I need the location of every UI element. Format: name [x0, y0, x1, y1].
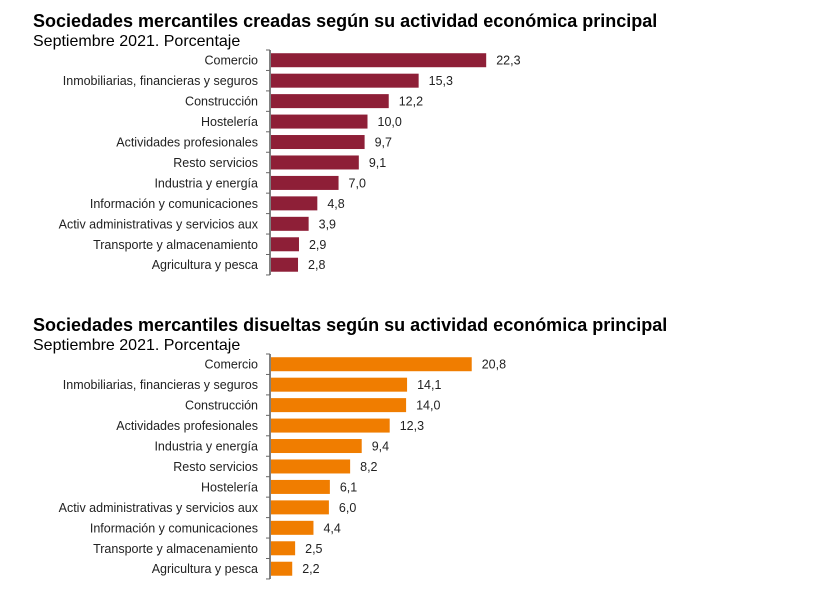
category-label: Hostelería	[201, 115, 258, 129]
value-label: 9,7	[375, 136, 392, 150]
bar	[271, 257, 299, 272]
value-label: 6,1	[340, 480, 357, 494]
value-label: 12,3	[400, 419, 424, 433]
value-label: 20,8	[482, 358, 506, 372]
value-label: 10,0	[378, 115, 402, 129]
category-label: Inmobiliarias, financieras y seguros	[63, 378, 258, 392]
bar	[271, 135, 365, 150]
bar	[271, 196, 318, 211]
value-label: 6,0	[339, 501, 356, 515]
bar	[271, 500, 329, 515]
category-label: Industria y energía	[154, 440, 258, 454]
value-label: 2,5	[305, 542, 322, 556]
bar	[271, 357, 472, 372]
value-label: 22,3	[496, 54, 520, 68]
category-label: Activ administrativas y servicios aux	[59, 217, 259, 231]
chart-2: Sociedades mercantiles disueltas según s…	[33, 315, 667, 580]
category-label: Construcción	[185, 399, 258, 413]
chart-1: Sociedades mercantiles creadas según su …	[33, 11, 657, 276]
value-label: 7,0	[349, 176, 366, 190]
value-label: 8,2	[360, 460, 377, 474]
bar	[271, 398, 407, 413]
bar	[271, 216, 309, 231]
category-label: Resto servicios	[173, 156, 258, 170]
chart-title: Sociedades mercantiles disueltas según s…	[33, 315, 667, 335]
value-label: 2,9	[309, 238, 326, 252]
bar	[271, 439, 362, 454]
bar	[271, 175, 339, 190]
category-label: Activ administrativas y servicios aux	[59, 501, 259, 515]
bar	[271, 237, 299, 252]
category-label: Información y comunicaciones	[90, 521, 258, 535]
category-label: Agricultura y pesca	[152, 258, 258, 272]
category-label: Inmobiliarias, financieras y seguros	[63, 74, 258, 88]
bar	[271, 418, 390, 433]
bar	[271, 479, 330, 494]
category-label: Comercio	[205, 54, 259, 68]
value-label: 14,0	[416, 399, 440, 413]
bar	[271, 541, 296, 556]
category-label: Comercio	[205, 358, 259, 372]
value-label: 4,4	[323, 521, 340, 535]
category-label: Transporte y almacenamiento	[93, 542, 258, 556]
category-label: Actividades profesionales	[116, 419, 258, 433]
category-label: Transporte y almacenamiento	[93, 238, 258, 252]
value-label: 2,8	[308, 258, 325, 272]
chart-subtitle: Septiembre 2021. Porcentaje	[33, 337, 240, 354]
category-label: Actividades profesionales	[116, 136, 258, 150]
category-label: Resto servicios	[173, 460, 258, 474]
bar	[271, 73, 419, 88]
bar	[271, 155, 359, 170]
category-label: Construcción	[185, 95, 258, 109]
chart-subtitle: Septiembre 2021. Porcentaje	[33, 33, 240, 50]
value-label: 4,8	[327, 197, 344, 211]
bar	[271, 561, 293, 576]
value-label: 12,2	[399, 95, 423, 109]
bar	[271, 459, 351, 474]
value-label: 14,1	[417, 378, 441, 392]
bar	[271, 53, 487, 68]
chart-title: Sociedades mercantiles creadas según su …	[33, 11, 657, 31]
category-label: Industria y energía	[154, 176, 258, 190]
value-label: 3,9	[319, 217, 336, 231]
category-label: Hostelería	[201, 480, 258, 494]
category-label: Agricultura y pesca	[152, 562, 258, 576]
bar	[271, 114, 368, 129]
category-label: Información y comunicaciones	[90, 197, 258, 211]
bar	[271, 520, 314, 535]
value-label: 2,2	[302, 562, 319, 576]
value-label: 9,1	[369, 156, 386, 170]
bar	[271, 94, 389, 109]
value-label: 15,3	[429, 74, 453, 88]
bar	[271, 377, 408, 392]
value-label: 9,4	[372, 440, 389, 454]
